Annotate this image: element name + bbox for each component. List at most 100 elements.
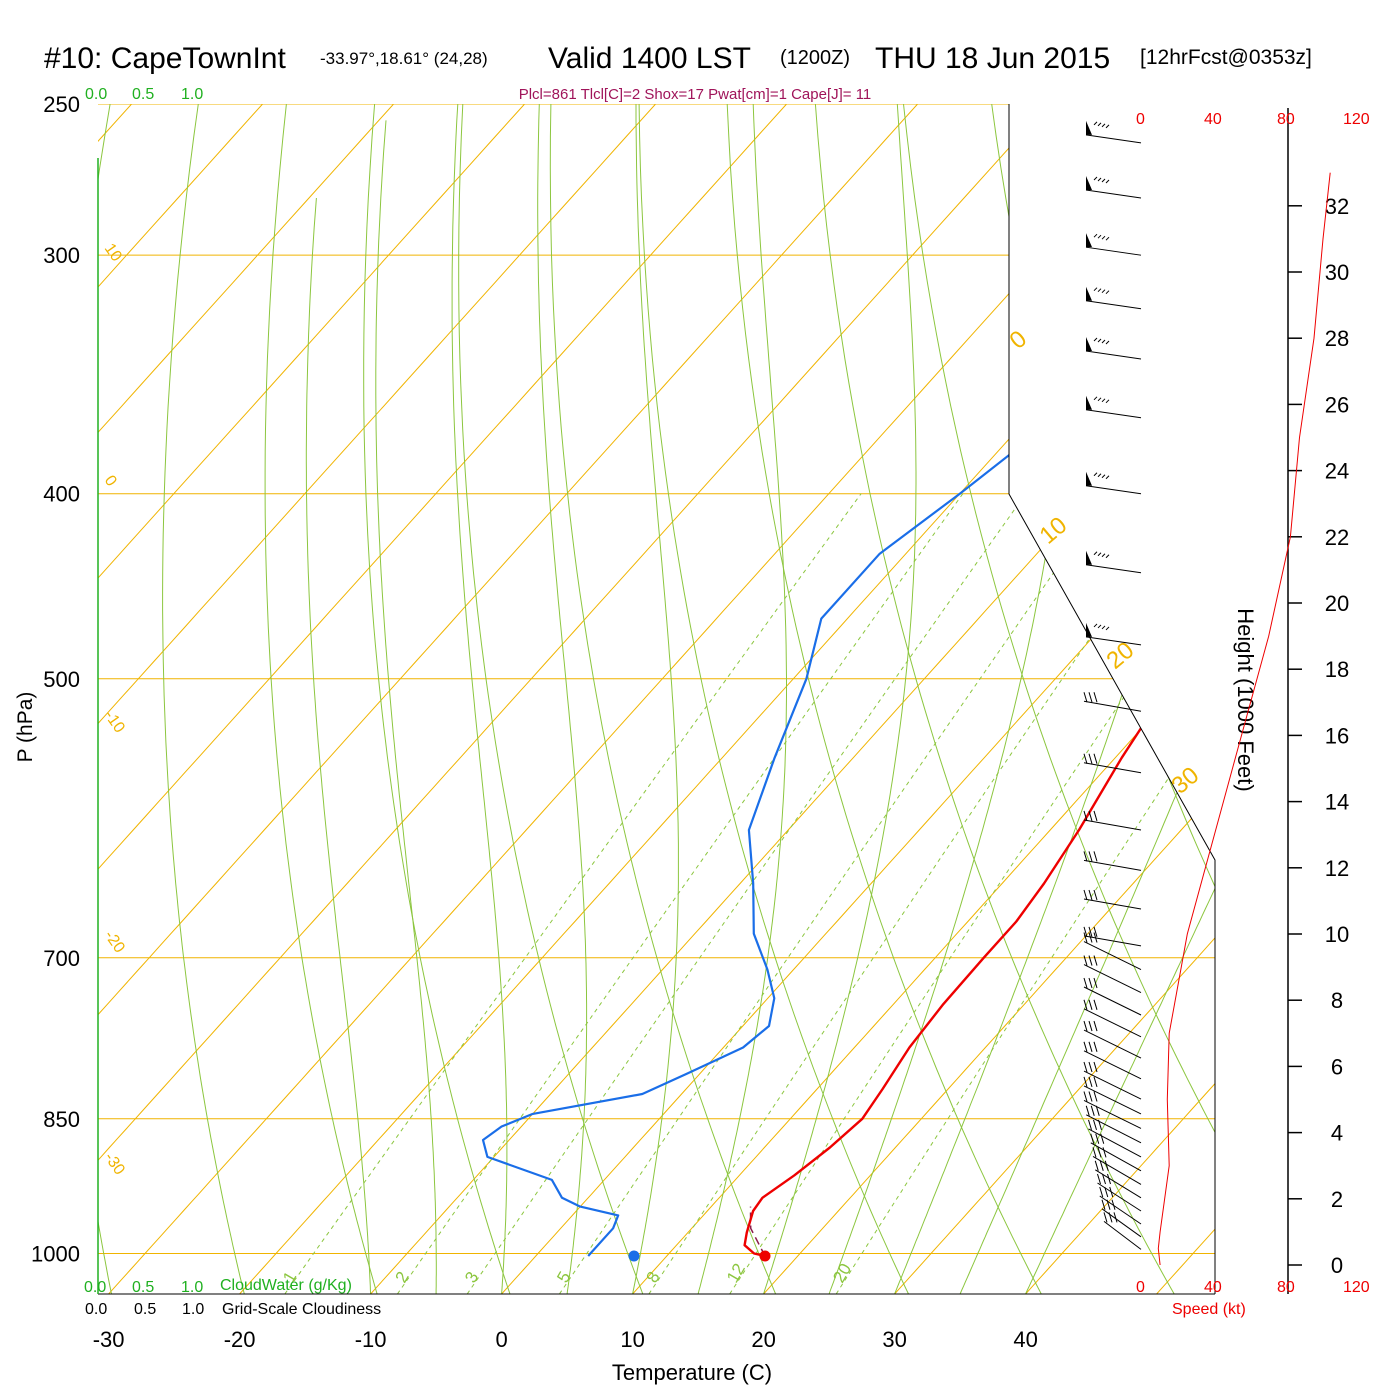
cloud-scale-bottom: 0.0 0.5 1.0 CloudWater (g/Kg) 0.0 0.5 1.… (84, 1277, 381, 1318)
isotherm-label: 30 (1167, 762, 1205, 800)
height-tick-label: 18 (1325, 657, 1349, 682)
cloud-scale-top-0: 0.0 (85, 86, 107, 103)
speed-top-0: 0 (1136, 111, 1145, 128)
y-axis-title: P (hPa) (14, 692, 37, 763)
pressure-tick-label: 250 (43, 92, 80, 117)
dewpoint-line (481, 142, 1215, 1257)
x-tick-label: 20 (751, 1327, 775, 1352)
wind-barb (1085, 1105, 1142, 1144)
moist-adiabat-line (375, 120, 437, 1294)
wind-barb (1085, 395, 1142, 419)
isotherm-line (98, 104, 787, 1294)
isotherm-line (501, 104, 1215, 1294)
moist-adiabat-line (959, 104, 1215, 1294)
wind-barb (1083, 753, 1142, 774)
dry-adiabat-line (726, 104, 1042, 1294)
mixing-ratio-line (835, 493, 1215, 1294)
height-tick-label: 6 (1331, 1054, 1343, 1079)
speed-bottom-120: 120 (1343, 1279, 1370, 1296)
height-tick-label: 12 (1325, 856, 1349, 881)
wind-speed-line (1157, 172, 1331, 1266)
surface-temperature-point (759, 1250, 771, 1262)
mixing-ratio-line (648, 493, 1190, 1294)
surface-dewpoint-point (628, 1250, 640, 1262)
wind-barb (1083, 810, 1142, 831)
dry-adiabat-line (264, 104, 378, 1294)
moist-adiabat-line (632, 104, 679, 1294)
height-tick-label: 24 (1325, 459, 1349, 484)
dry-adiabat-line (549, 104, 777, 1294)
height-tick-label: 26 (1325, 392, 1349, 417)
wind-barb (1083, 1020, 1142, 1059)
x-axis-title: Temperature (C) (612, 1360, 772, 1385)
speed-bottom-0: 0 (1136, 1279, 1145, 1296)
temperature-line (743, 142, 1215, 1258)
speed-scale: 0 40 80 120 0 40 80 120 Speed (kt) (1136, 111, 1370, 1318)
height-tick-label: 16 (1325, 723, 1349, 748)
wind-barb (1083, 889, 1142, 910)
isotherm-line (108, 104, 1180, 1294)
pressure-tick-label: 1000 (31, 1242, 80, 1267)
speed-bottom-40: 40 (1204, 1279, 1222, 1296)
dry-adiabat-line (903, 104, 1215, 1294)
wind-barb (1085, 286, 1142, 310)
wind-barb (1099, 1186, 1142, 1225)
cloud-scale-top-1: 0.5 (132, 86, 154, 103)
wind-barb (1085, 175, 1142, 199)
chart-station-title: #10: CapeTownInt (44, 42, 286, 75)
wind-barb (1085, 471, 1142, 495)
pressure-tick-label: 700 (43, 946, 80, 971)
cloudiness-tick-1: 0.5 (134, 1301, 156, 1318)
mixing-ratio-line (729, 493, 1215, 1294)
pressure-tick-label: 400 (43, 482, 80, 507)
wind-barb (1083, 955, 1142, 994)
wind-barb (1083, 1061, 1142, 1100)
wind-barb (1090, 1133, 1142, 1172)
isotherm-line (98, 104, 263, 1294)
pressure-tick-label: 500 (43, 667, 80, 692)
height-axis-title: Height (1000 Feet) (1233, 608, 1258, 791)
moist-adiabat-line (1025, 104, 1215, 1294)
isotherm-line (98, 104, 656, 1294)
height-tick-label: 2 (1331, 1187, 1343, 1212)
cloudwater-tick-0: 0.0 (84, 1279, 106, 1296)
wind-barb (1083, 999, 1142, 1038)
cloud-scale-top: 0.0 0.5 1.0 (85, 86, 203, 103)
height-tick-label: 4 (1331, 1121, 1343, 1146)
isotherm-label: -20 (101, 928, 128, 957)
mixing-ratio-label: 12 (723, 1260, 749, 1286)
x-tick-label: 10 (620, 1327, 644, 1352)
chart-indices: Plcl=861 Tlcl[C]=2 Shox=17 Pwat[cm]=1 Ca… (519, 86, 872, 103)
wind-barb (1085, 550, 1142, 574)
x-tick-label: 30 (882, 1327, 906, 1352)
wind-barb (1094, 1160, 1142, 1199)
height-tick-label: 14 (1325, 790, 1349, 815)
wind-barb (1083, 851, 1142, 871)
chart-valid-time: Valid 1400 LST (548, 42, 751, 75)
moist-adiabat-line (451, 104, 508, 1294)
dry-adiabat-line (458, 104, 644, 1294)
height-tick-label: 30 (1325, 260, 1349, 285)
pressure-tick-label: 850 (43, 1107, 80, 1132)
wind-barb (1085, 622, 1142, 646)
x-tick-label: 0 (495, 1327, 507, 1352)
wind-barb (1083, 1091, 1142, 1129)
height-tick-label: 22 (1325, 525, 1349, 550)
cloudiness-tick-0: 0.0 (85, 1301, 107, 1318)
speed-axis-label: Speed (kt) (1172, 1301, 1246, 1318)
isotherm-line (98, 104, 525, 1294)
wind-barb (1083, 926, 1142, 947)
mixing-ratio-line (466, 493, 1027, 1294)
chart-coords: -33.97°,18.61° (24,28) (320, 49, 488, 68)
dry-adiabat-line (1167, 104, 1215, 1294)
isotherm-line (98, 104, 918, 1294)
isotherm-line (1025, 104, 1215, 1294)
isotherm-label: -30 (101, 1150, 128, 1179)
wind-barb (1083, 1076, 1142, 1115)
wind-barb (1083, 1041, 1142, 1080)
isotherm-line (98, 104, 1049, 1294)
isotherm-label: 10 (1035, 512, 1073, 550)
moist-adiabat-line (537, 104, 588, 1294)
x-tick-label: 40 (1013, 1327, 1037, 1352)
